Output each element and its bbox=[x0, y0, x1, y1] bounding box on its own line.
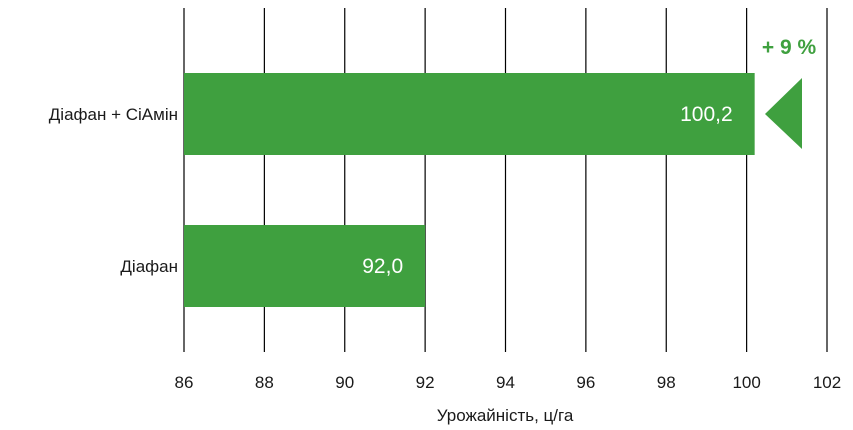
category-label-2: Діафан bbox=[120, 257, 178, 276]
x-tick-86: 86 bbox=[175, 373, 194, 392]
bars: 100,2 92,0 bbox=[184, 73, 755, 307]
increase-percent-label: + 9 % bbox=[762, 36, 817, 59]
x-tick-94: 94 bbox=[496, 373, 515, 392]
increase-annotation: + 9 % bbox=[762, 36, 817, 149]
bar-value-label-1: 100,2 bbox=[680, 103, 733, 126]
x-tick-96: 96 bbox=[576, 373, 595, 392]
x-tick-labels: 86 88 90 92 94 96 98 100 102 bbox=[175, 373, 842, 392]
triangle-left-icon bbox=[765, 78, 802, 149]
x-tick-100: 100 bbox=[732, 373, 760, 392]
bar-2 bbox=[184, 225, 426, 307]
x-tick-98: 98 bbox=[657, 373, 676, 392]
x-tick-102: 102 bbox=[813, 373, 841, 392]
x-tick-90: 90 bbox=[335, 373, 354, 392]
bar-value-label-2: 92,0 bbox=[362, 255, 403, 278]
vertical-gridlines bbox=[183, 8, 828, 352]
category-labels: Діафан + СіАмін Діафан bbox=[49, 105, 178, 276]
x-axis-title: Урожайність, ц/га bbox=[437, 406, 574, 425]
x-tick-92: 92 bbox=[416, 373, 435, 392]
bar-1 bbox=[184, 73, 755, 155]
x-tick-88: 88 bbox=[255, 373, 274, 392]
category-label-1: Діафан + СіАмін bbox=[49, 105, 178, 124]
